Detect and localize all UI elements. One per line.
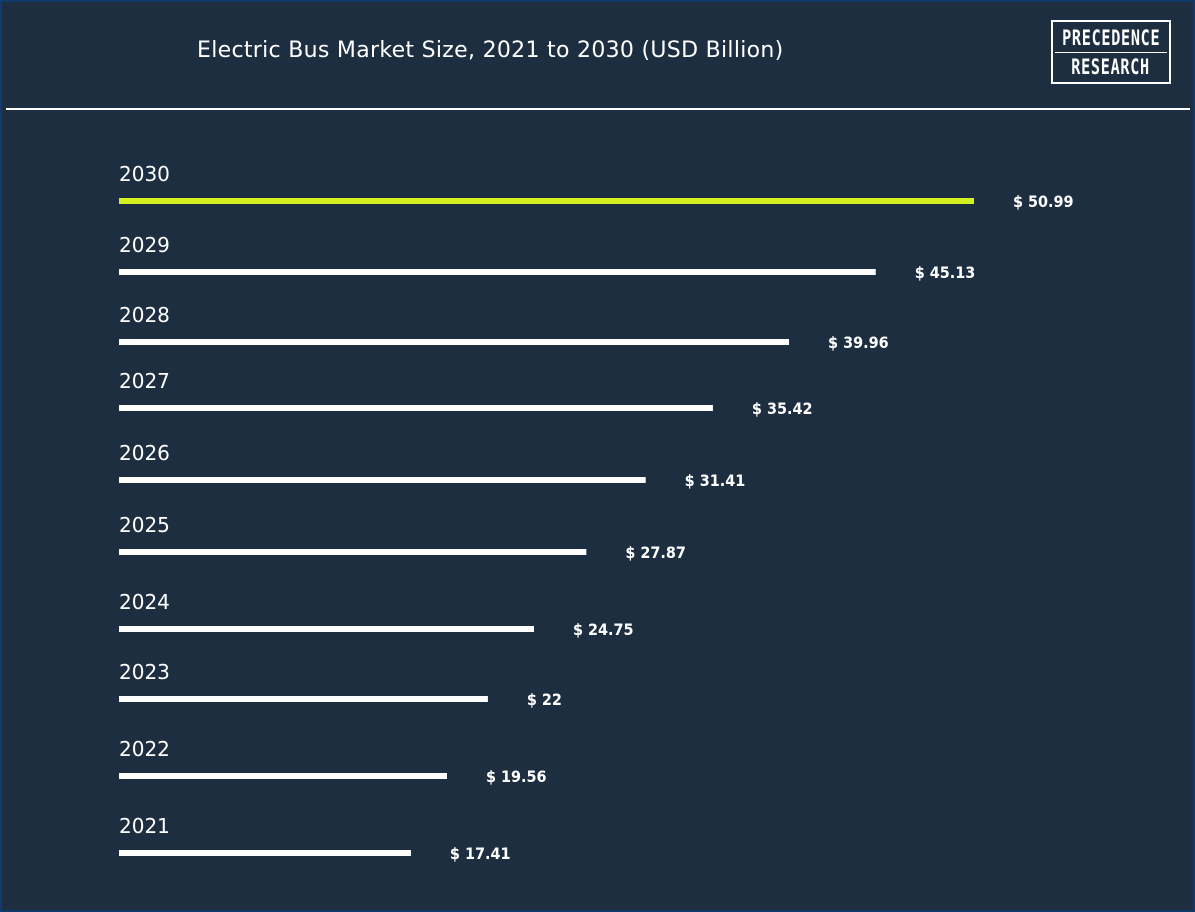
value-label: $ 50.99 — [1013, 192, 1074, 211]
bar-2029 — [119, 269, 876, 275]
year-label: 2026 — [119, 441, 170, 465]
value-label: $ 19.56 — [486, 767, 547, 786]
bar-2027 — [119, 405, 713, 411]
year-label: 2022 — [119, 737, 170, 761]
year-label: 2021 — [119, 814, 170, 838]
year-label: 2023 — [119, 660, 170, 684]
bar-2025 — [119, 549, 587, 555]
logo-divider — [1055, 51, 1167, 53]
year-label: 2025 — [119, 513, 170, 537]
value-label: $ 35.42 — [752, 399, 813, 418]
value-label: $ 17.41 — [450, 844, 511, 863]
bar-2021 — [119, 850, 411, 856]
value-label: $ 39.96 — [828, 333, 889, 352]
year-label: 2027 — [119, 369, 170, 393]
value-label: $ 31.41 — [685, 471, 746, 490]
bar-2026 — [119, 477, 646, 483]
year-label: 2030 — [119, 162, 170, 186]
bar-2022 — [119, 773, 447, 779]
year-label: 2024 — [119, 590, 170, 614]
value-label: $ 24.75 — [573, 620, 634, 639]
value-label: $ 22 — [527, 690, 562, 709]
logo-line-2: RESEARCH — [1071, 54, 1151, 79]
bar-2024 — [119, 626, 535, 632]
logo-line-1: PRECEDENCE — [1061, 25, 1161, 50]
chart-title: Electric Bus Market Size, 2021 to 2030 (… — [197, 38, 784, 63]
header-divider — [6, 108, 1190, 110]
bar-2028 — [119, 339, 790, 345]
year-label: 2029 — [119, 233, 170, 257]
bar-2030 — [119, 198, 974, 204]
value-label: $ 27.87 — [625, 543, 686, 562]
precedence-research-logo: PRECEDENCE RESEARCH — [1051, 20, 1171, 84]
value-label: $ 45.13 — [915, 263, 976, 282]
year-label: 2028 — [119, 303, 170, 327]
bar-2023 — [119, 696, 488, 702]
